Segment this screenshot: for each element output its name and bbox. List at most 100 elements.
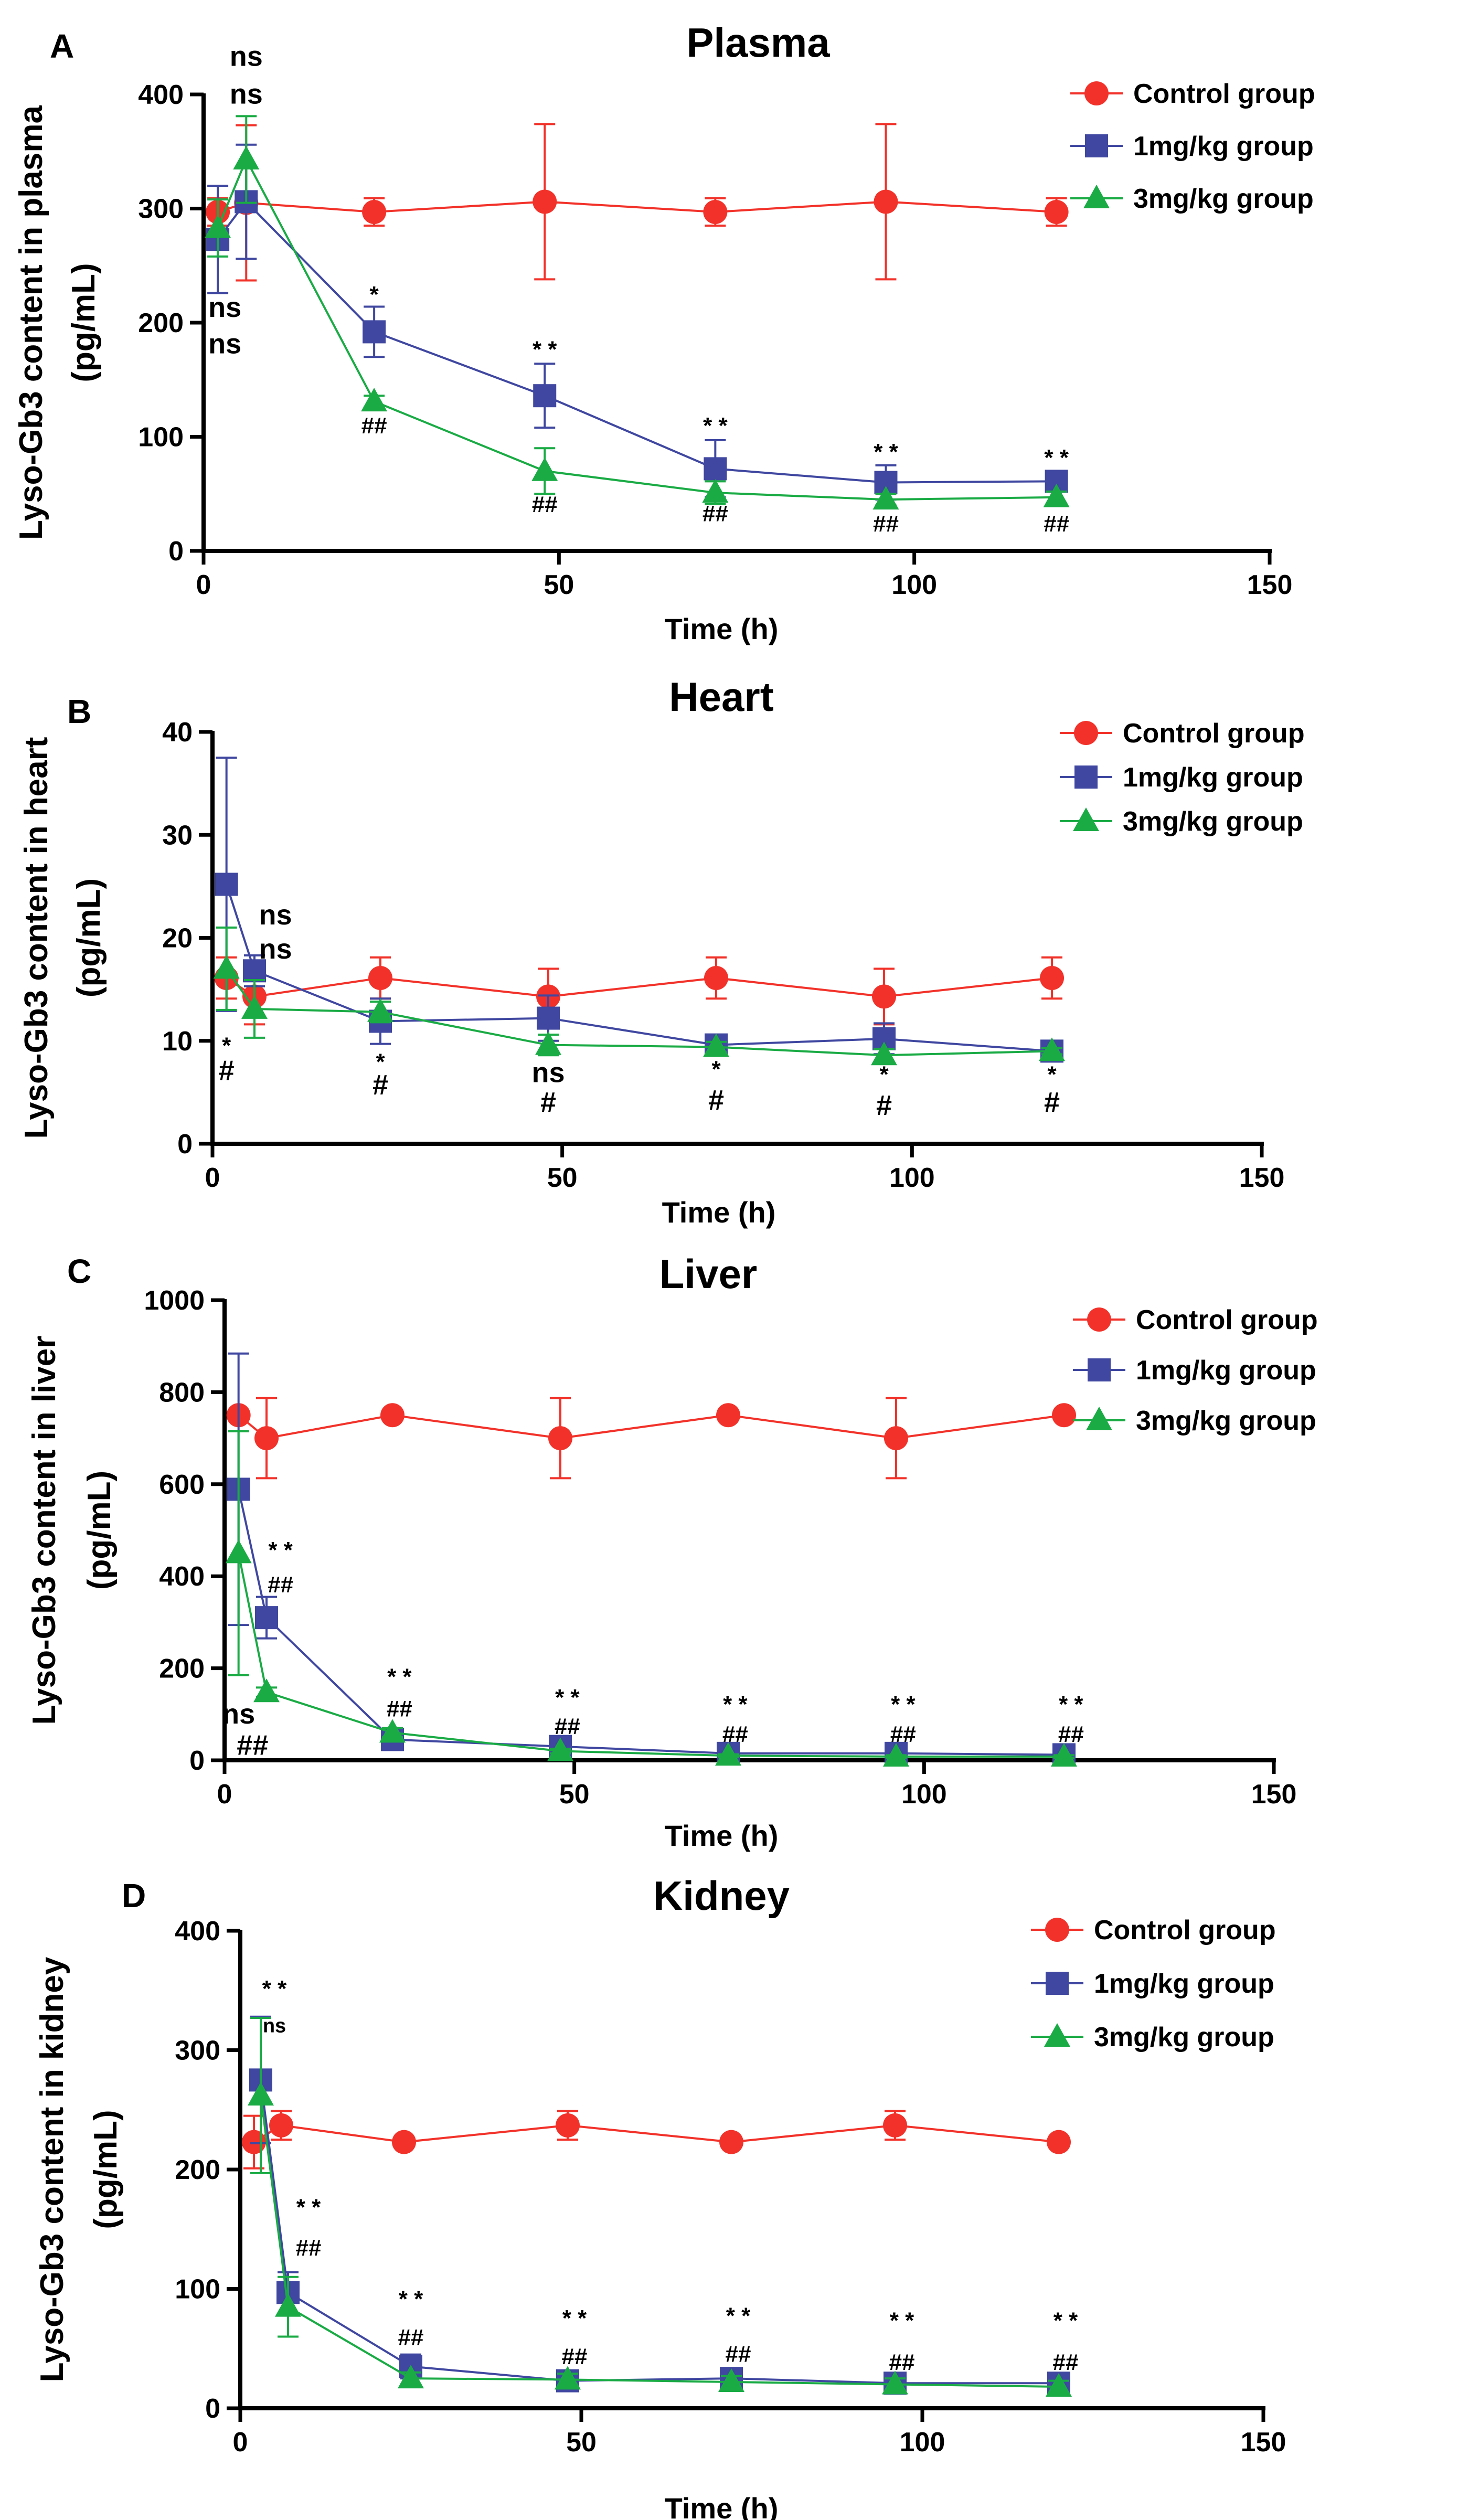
x-tick-label: 50 (544, 570, 574, 600)
y-tick-label: 10 (162, 1026, 193, 1057)
y-tick-label: 300 (175, 2036, 220, 2066)
significance-annotation: ns (230, 41, 263, 72)
legend-label: Control group (1136, 1305, 1318, 1335)
y-axis-unit-label: (pg/mL) (71, 878, 107, 997)
significance-annotation: * * (1059, 1692, 1083, 1717)
series-3mg (248, 2017, 1072, 2397)
x-tick-label: 100 (891, 570, 937, 600)
data-point (702, 479, 729, 503)
significance-annotation: * (370, 282, 379, 307)
series-control (242, 2110, 1071, 2170)
significance-annotation: # (540, 1087, 556, 1118)
y-tick-label: 0 (168, 536, 184, 567)
y-axis-label: Lyso-Gb3 content in kidney (34, 1957, 70, 2382)
significance-annotation: ns (208, 328, 241, 360)
x-axis-label: Time (h) (665, 1819, 779, 1852)
data-point (535, 1031, 561, 1055)
y-tick-label: 100 (138, 422, 184, 453)
significance-annotation: * * (726, 2303, 751, 2328)
data-point (548, 1426, 572, 1451)
data-point (1044, 200, 1069, 225)
data-point (361, 388, 388, 412)
significance-annotation: # (373, 1069, 388, 1101)
significance-annotation: # (1044, 1087, 1060, 1118)
legend-label: 1mg/kg group (1094, 1969, 1274, 1999)
significance-annotation: * * (399, 2287, 423, 2312)
chart-title: Heart (669, 674, 773, 720)
data-point (241, 995, 268, 1019)
data-point (1040, 966, 1064, 991)
significance-annotation: ## (387, 1696, 412, 1722)
x-tick-label: 150 (1251, 1779, 1297, 1810)
data-point (367, 998, 393, 1022)
data-point (719, 2130, 743, 2154)
data-point (255, 1606, 278, 1630)
series-control (214, 956, 1064, 1026)
significance-annotation: ns (222, 1698, 255, 1730)
y-axis-label: Lyso-Gb3 content in liver (26, 1336, 62, 1725)
significance-annotation: ## (1058, 1721, 1084, 1747)
legend-marker (1084, 81, 1109, 105)
y-tick-label: 100 (175, 2274, 220, 2305)
data-point (533, 384, 557, 408)
legend-label: Control group (1094, 1915, 1276, 1945)
significance-annotation: ## (726, 2341, 751, 2367)
legend-marker (1044, 2023, 1070, 2047)
legend: Control group 1mg/kg group 3mg/kg group (1073, 1305, 1318, 1436)
legend-marker (1087, 1307, 1111, 1332)
x-tick-label: 150 (1239, 1163, 1285, 1193)
legend-marker (1083, 185, 1110, 208)
data-point (363, 320, 386, 344)
data-point (368, 966, 392, 991)
y-tick-label: 300 (138, 194, 184, 225)
x-tick-label: 100 (889, 1163, 935, 1193)
data-point (556, 2113, 580, 2138)
legend-label: 3mg/kg group (1136, 1406, 1316, 1436)
data-point (1047, 2130, 1071, 2154)
data-point (884, 1426, 908, 1451)
legend: Control group 1mg/kg group 3mg/kg group (1060, 718, 1305, 837)
x-tick-label: 100 (900, 2427, 945, 2458)
data-point (883, 2113, 907, 2138)
data-point (233, 145, 260, 169)
data-point (531, 457, 558, 481)
legend-label: 3mg/kg group (1094, 2022, 1274, 2053)
data-point (275, 2293, 301, 2317)
data-point (248, 2081, 274, 2106)
significance-annotation: * (376, 1049, 385, 1075)
legend-marker (1046, 1972, 1069, 1995)
x-tick-label: 50 (559, 1779, 590, 1810)
data-point (398, 2365, 424, 2389)
y-tick-label: 40 (162, 717, 193, 748)
significance-annotation: ## (361, 413, 387, 439)
significance-annotation: * (222, 1033, 231, 1058)
data-point (872, 486, 899, 510)
data-point (883, 1742, 909, 1767)
panel-b: B Heart Lyso-Gb3 content in heart (pg/mL) 0 1… (18, 674, 1305, 1229)
legend-label: Control group (1123, 718, 1305, 749)
data-point (269, 2113, 293, 2138)
significance-annotation: ## (532, 492, 558, 517)
significance-annotation: ## (1044, 511, 1069, 537)
panel-letter: B (67, 693, 91, 730)
data-point (1043, 483, 1070, 507)
data-point (380, 1403, 405, 1428)
significance-annotation: ## (1053, 2349, 1079, 2375)
data-point (547, 1737, 573, 1761)
series-3mg (225, 1430, 1077, 1767)
y-axis-unit-label: (pg/mL) (81, 1471, 118, 1590)
significance-annotation: * (879, 1061, 889, 1087)
significance-annotation: ns (531, 1057, 565, 1088)
y-axis-label: Lyso-Gb3 content in heart (18, 737, 55, 1139)
significance-annotation: * * (890, 2308, 914, 2334)
data-point (1046, 2373, 1072, 2397)
y-tick-label: 200 (138, 308, 184, 338)
chart-title: Kidney (653, 1873, 790, 1919)
legend-label: 1mg/kg group (1123, 762, 1303, 793)
x-tick-label: 150 (1247, 570, 1293, 600)
significance-annotation: * * (268, 1537, 293, 1563)
y-tick-label: 30 (162, 820, 193, 850)
x-axis-label: Time (h) (665, 2492, 779, 2520)
y-tick-label: 200 (159, 1654, 205, 1684)
